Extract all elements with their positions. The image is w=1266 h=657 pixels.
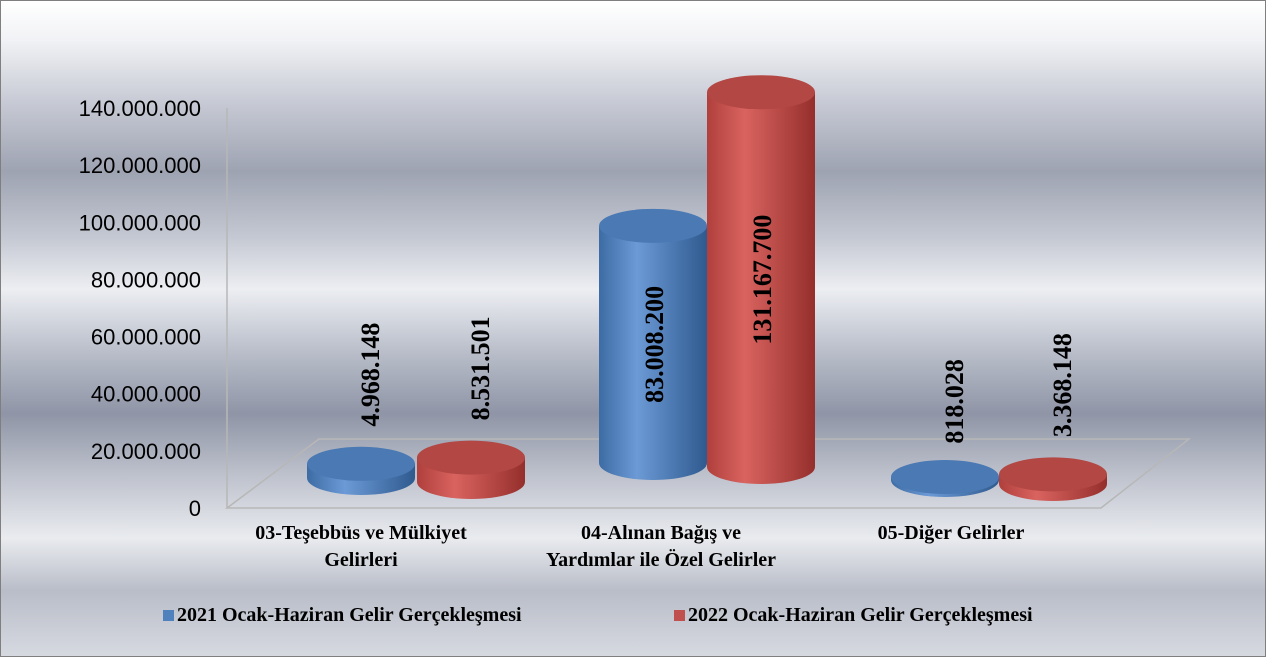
legend-swatch xyxy=(163,610,174,621)
chart-floor xyxy=(224,438,1192,509)
data-label: 8.531.501 xyxy=(466,316,495,420)
y-tick-label: 40.000.000 xyxy=(91,382,201,407)
data-label: 83.008.200 xyxy=(640,286,669,403)
y-tick-label: 80.000.000 xyxy=(91,267,201,292)
bar-top-2021-cat-3 xyxy=(891,460,999,494)
bar-top-2022-cat-1 xyxy=(417,440,525,475)
data-label: 3.368.148 xyxy=(1048,333,1077,437)
x-tick-label: Gelirleri xyxy=(324,549,398,571)
legend-swatch xyxy=(674,610,685,621)
legend-entry: 2022 Ocak-Haziran Gelir Gerçekleşmesi xyxy=(688,604,1033,626)
data-label: 818.028 xyxy=(940,359,969,444)
bar-top-2022-cat-3 xyxy=(999,457,1107,492)
y-tick-label: 120.000.000 xyxy=(79,153,201,178)
y-tick-label: 0 xyxy=(189,496,201,521)
x-tick-label: 03-Teşebbüs ve Mülkiyet xyxy=(255,522,467,544)
y-tick-label: 140.000.000 xyxy=(79,96,201,121)
data-label: 4.968.148 xyxy=(356,323,385,427)
data-label: 131.167.700 xyxy=(748,215,777,345)
x-tick-label: Yardımlar ile Özel Gelirler xyxy=(546,548,776,571)
y-tick-label: 20.000.000 xyxy=(91,439,201,464)
bar-top-2021-cat-1 xyxy=(307,446,415,481)
bar-top-2021-cat-2 xyxy=(599,208,707,243)
y-tick-label: 100.000.000 xyxy=(79,210,201,235)
bar-2022-cat-2 xyxy=(707,92,815,485)
bar-top-2022-cat-2 xyxy=(707,75,815,110)
legend-entry: 2021 Ocak-Haziran Gelir Gerçekleşmesi xyxy=(177,604,522,626)
y-tick-label: 60.000.000 xyxy=(91,325,201,350)
x-tick-label: 04-Alınan Bağış ve xyxy=(581,522,741,544)
bar-2021-cat-2 xyxy=(599,225,707,480)
x-tick-label: 05-Diğer Gelirler xyxy=(878,522,1025,544)
